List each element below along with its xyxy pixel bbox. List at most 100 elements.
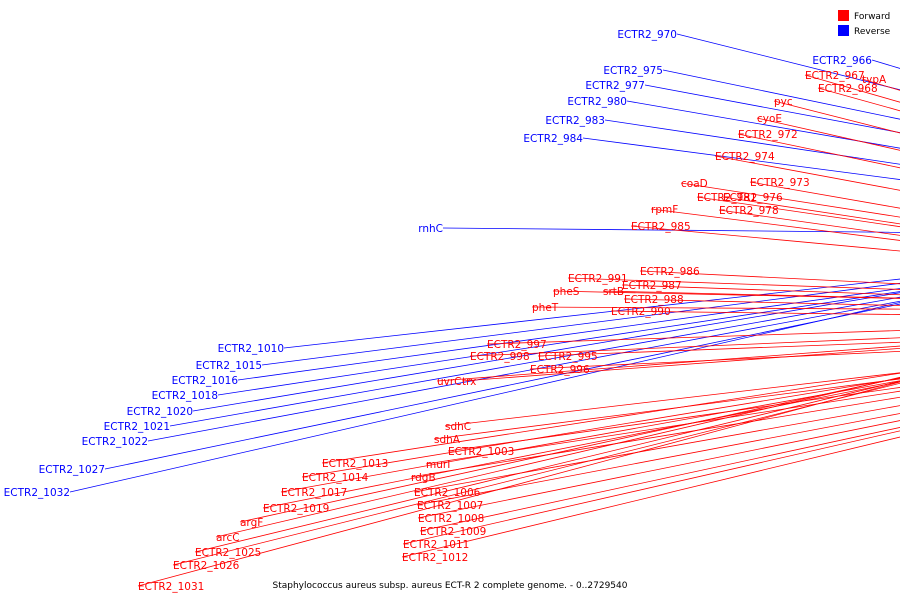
leader-line [402, 430, 900, 545]
forward-gene-label: arcC [216, 532, 240, 544]
forward-gene-label: ECTR2_974 [715, 151, 775, 163]
map-caption: Staphylococcus aureus subsp. aureus ECT-… [273, 581, 628, 591]
leader-line [604, 119, 900, 165]
leader-line [582, 137, 900, 180]
leader-line [215, 376, 900, 538]
leader-line [531, 306, 900, 310]
forward-gene-label: ECTR2_990 [611, 306, 671, 318]
reverse-gene-label: ECTR2_1015 [196, 360, 262, 372]
reverse-gene-label: ECTR2_977 [585, 80, 645, 92]
leader-line [630, 225, 900, 252]
reverse-gene-label: ECTR2_1032 [4, 487, 70, 499]
leader-line [192, 292, 900, 412]
forward-gene-label: ECTR2_973 [750, 177, 810, 189]
leader-line [413, 405, 900, 493]
leader-line [602, 290, 900, 299]
leader-line [552, 290, 900, 299]
leader-line [280, 380, 900, 493]
legend-reverse-swatch [838, 25, 849, 36]
forward-gene-label: ECTR2_972 [738, 129, 798, 141]
forward-gene-label: coaD [681, 178, 708, 190]
forward-gene-label: rdgB [411, 472, 436, 484]
reverse-gene-label: ECTR2_1027 [39, 464, 105, 476]
forward-gene-label: ECTR2_968 [818, 83, 878, 95]
leader-line [626, 100, 900, 149]
forward-gene-label: ECTR2_1011 [403, 539, 469, 551]
leader-line [567, 277, 900, 290]
leader-line [486, 330, 900, 345]
leader-line [194, 380, 900, 553]
reverse-gene-label: ECTR2_1018 [152, 390, 218, 402]
forward-gene-label: ECTR2_995 [538, 351, 598, 363]
leader-line [147, 300, 900, 442]
forward-gene-label: ECTR2_1031 [138, 581, 204, 593]
label-line-layer [69, 33, 900, 587]
leader-line [172, 382, 900, 566]
reverse-gene-label: ECTR2_1020 [127, 406, 193, 418]
legend-forward-swatch [838, 10, 849, 21]
forward-gene-label: sdhC [445, 421, 471, 433]
leader-line [623, 298, 900, 306]
leader-line [442, 227, 900, 233]
leader-line [461, 347, 900, 382]
leader-line [425, 390, 900, 465]
forward-gene-label: ECTR2_976 [723, 192, 783, 204]
legend: Forward Reverse [838, 10, 891, 37]
forward-gene-label: sdhA [434, 434, 461, 446]
forward-gene-label: murI [426, 459, 450, 471]
leader-line [469, 337, 900, 357]
leader-line [137, 381, 900, 587]
leader-line [301, 377, 900, 478]
leader-line [237, 288, 900, 381]
leader-line [69, 302, 900, 493]
forward-gene-label: ECTR2_981 [697, 192, 757, 204]
leader-line [773, 100, 900, 134]
leader-line [417, 420, 900, 519]
reverse-gene-label: ECTR2_1022 [82, 436, 148, 448]
leader-line [321, 372, 900, 464]
leader-line [416, 413, 900, 506]
forward-gene-label: srtB [603, 286, 624, 298]
forward-gene-label: typA [862, 74, 887, 86]
forward-gene-label: ECTR2_1017 [281, 487, 347, 499]
forward-gene-label: ECTR2_996 [530, 364, 590, 376]
reverse-gene-label: ECTR2_1021 [104, 421, 170, 433]
label-layer: ECTR2_970 ECTR2_975 ECTR2_977 ECTR2_980 ECTR… [4, 29, 887, 593]
forward-gene-label: ECTR2_998 [470, 351, 530, 363]
reverse-gene-label: ECTR2_970 [617, 29, 677, 41]
forward-gene-label: ECTR2_997 [487, 339, 547, 351]
reverse-gene-label: ECTR2_980 [567, 96, 627, 108]
forward-gene-label: ECTR2_967 [805, 70, 865, 82]
leader-line [419, 427, 900, 532]
reverse-gene-label: ECTR2_975 [603, 65, 663, 77]
legend-reverse-label: Reverse [854, 27, 891, 37]
leader-line [621, 284, 900, 296]
forward-gene-label: ECTR2_1013 [322, 458, 388, 470]
forward-gene-label: ECTR2_986 [640, 266, 700, 278]
leader-line [444, 372, 900, 427]
legend-forward-label: Forward [854, 12, 890, 22]
forward-gene-label: uvrC [437, 376, 462, 388]
forward-gene-label: ECTR2_1014 [302, 472, 369, 484]
forward-gene-label: cyoE [757, 113, 782, 125]
leader-line [447, 387, 900, 452]
leader-line [639, 270, 900, 285]
reverse-gene-label: ECTR2_984 [523, 133, 583, 145]
leader-line [610, 310, 900, 315]
forward-gene-label: pyc [774, 96, 793, 108]
reverse-gene-label: ECTR2_983 [545, 115, 605, 127]
reverse-gene-label: ECTR2_1016 [172, 375, 239, 387]
forward-gene-label: ECTR2_1008 [418, 513, 484, 525]
leader-line [804, 74, 900, 103]
forward-gene-label: pheS [553, 286, 580, 298]
forward-gene-label: ECTR2_1026 [173, 560, 240, 572]
leader-line [261, 282, 900, 366]
leader-line [436, 345, 900, 382]
forward-gene-label: ECTR2_1003 [448, 446, 514, 458]
forward-gene-label: ECTR2_1006 [414, 487, 481, 499]
forward-gene-label: argF [240, 517, 263, 529]
reverse-gene-label: rnhC [418, 223, 443, 235]
reverse-gene-label: ECTR2_966 [812, 55, 872, 67]
forward-gene-label: ECTR2_1025 [195, 547, 261, 559]
